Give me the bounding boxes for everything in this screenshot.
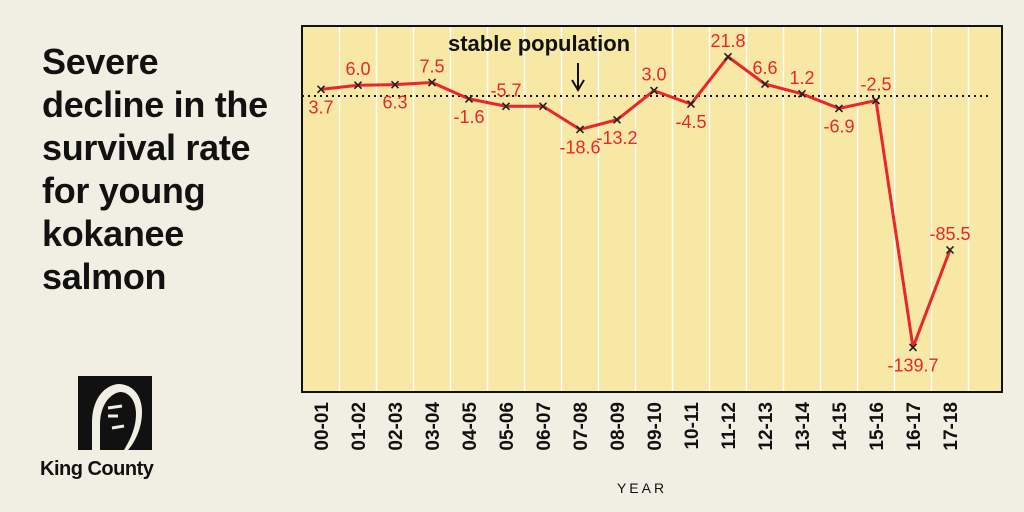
- x-tick-label: 04-05: [460, 402, 481, 451]
- data-label: 3.7: [308, 97, 333, 117]
- x-tick-label: 03-04: [423, 402, 444, 451]
- x-tick-label: 06-07: [534, 402, 555, 451]
- data-label: 21.8: [710, 31, 745, 51]
- data-label: 6.3: [382, 93, 407, 113]
- king-county-logo: King County: [40, 374, 220, 494]
- data-label: -5.7: [490, 80, 521, 100]
- data-label: 1.2: [789, 68, 814, 88]
- x-tick-label: 01-02: [349, 402, 370, 451]
- data-label: -85.5: [929, 224, 970, 244]
- data-point-marker: [723, 52, 733, 61]
- data-label: -18.6: [559, 137, 600, 157]
- data-point-marker: [575, 125, 585, 134]
- data-point-marker: [834, 104, 844, 113]
- data-point-marker: [501, 102, 511, 111]
- x-tick-label: 13-14: [793, 402, 814, 451]
- data-label: -13.2: [596, 128, 637, 148]
- data-point-marker: [649, 86, 659, 95]
- x-tick-label: 09-10: [645, 402, 666, 451]
- data-point-marker: [353, 81, 363, 90]
- x-axis-title: YEAR: [617, 480, 667, 496]
- data-point-marker: [871, 96, 881, 105]
- king-county-portrait-logo: [78, 376, 152, 450]
- data-label: 6.6: [752, 58, 777, 78]
- headline: Severe decline in the survival rate for …: [42, 41, 268, 297]
- x-tick-label: 17-18: [941, 402, 962, 451]
- reference-line-label: stable population: [448, 31, 630, 56]
- data-point-marker: [538, 102, 548, 111]
- x-tick-label: 05-06: [497, 402, 518, 451]
- data-point-marker: [390, 80, 400, 89]
- data-point-marker: [316, 85, 326, 94]
- data-point-marker: [797, 89, 807, 98]
- data-label: -139.7: [887, 355, 938, 375]
- data-label: 7.5: [419, 57, 444, 77]
- data-point-marker: [612, 115, 622, 124]
- data-point-marker: [464, 94, 474, 103]
- data-point-marker: [427, 78, 437, 87]
- x-tick-label: 07-08: [571, 402, 592, 451]
- data-label: 6.0: [345, 59, 370, 79]
- x-tick-label: 12-13: [756, 402, 777, 451]
- plot-frame: [301, 25, 1003, 393]
- series-line: [320, 55, 952, 349]
- x-tick-label: 02-03: [386, 402, 407, 451]
- data-point-marker: [945, 245, 955, 254]
- x-tick-label: 15-16: [867, 402, 888, 451]
- x-tick-label: 00-01: [312, 402, 333, 451]
- data-label: -1.6: [453, 107, 484, 127]
- x-tick-label: 08-09: [608, 402, 629, 451]
- x-tick-label: 16-17: [904, 402, 925, 451]
- data-point-marker: [686, 100, 696, 109]
- x-tick-label: 11-12: [719, 402, 740, 450]
- data-label: -2.5: [860, 75, 891, 95]
- data-label: 3.0: [641, 65, 666, 85]
- data-point-marker: [760, 80, 770, 89]
- data-label: -4.5: [675, 112, 706, 132]
- x-tick-label: 14-15: [830, 402, 851, 451]
- data-label: -6.9: [823, 116, 854, 136]
- plot-area: [302, 26, 1002, 392]
- x-tick-label: 10-11: [682, 402, 703, 450]
- king-county-wordmark: King County: [40, 458, 154, 480]
- down-arrow-icon: [571, 79, 585, 92]
- data-point-marker: [908, 343, 918, 352]
